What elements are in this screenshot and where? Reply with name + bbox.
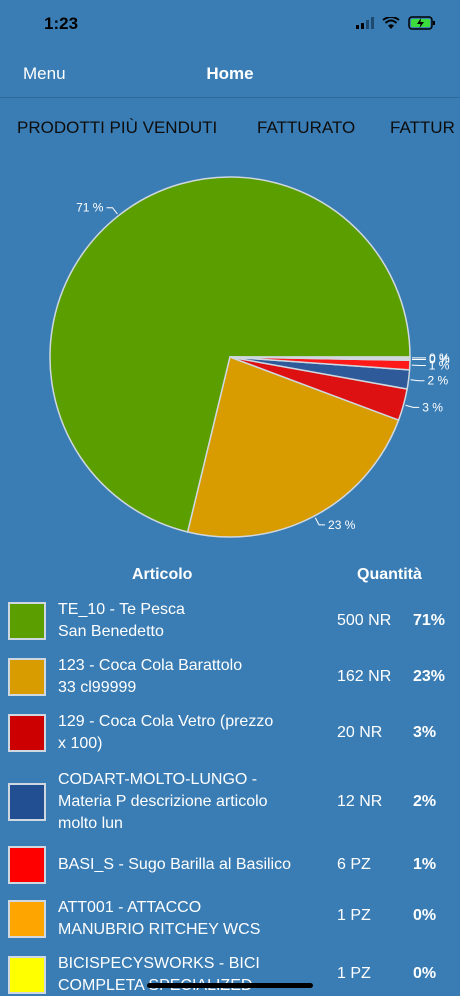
pie-label-leader [405,404,420,408]
product-percent: 23% [413,668,446,685]
wifi-icon [382,16,400,29]
tab-prodotti-piu-venduti[interactable]: PRODOTTI PIÙ VENDUTI [17,118,218,137]
product-quantity: 1 PZ [337,965,371,982]
color-swatch [8,658,46,696]
pie-label: 0 % [429,353,450,367]
status-time: 1:23 [44,14,79,33]
tab-fatturato-2[interactable]: FATTUR [390,118,455,137]
product-name: ATT001 - ATTACCO MANUBRIO RITCHEY WCS [58,899,261,938]
status-bar: 1:23 [0,0,460,50]
product-quantity: 162 NR [337,668,392,685]
pie-label: 3 % [422,400,443,414]
color-swatch [8,900,46,938]
product-percent: 0% [413,965,437,982]
list-item[interactable]: 129 - Coca Cola Vetro (prezzo x 100) 20 … [0,708,460,758]
home-indicator[interactable] [147,983,313,988]
pie-chart: 71 %23 %3 %2 %1 %0 %0 % [49,176,450,538]
product-name: 129 - Coca Cola Vetro (prezzo x 100) [58,713,274,752]
color-swatch [8,783,46,821]
product-quantity: 500 NR [337,612,392,629]
product-quantity: 12 NR [337,793,383,810]
status-icons [356,16,436,30]
table-header: Articolo Quantità [0,566,460,590]
page-title: Home [206,64,254,83]
pie-label: 23 % [328,518,356,532]
product-name: CODART-MOLTO-LUNGO - Materia P descrizio… [58,771,268,832]
pie-slice [186,356,400,538]
pie-label-leader [410,379,425,382]
list-item[interactable]: BICISPECYSWORKS - BICI COMPLETA SPECIALI… [0,950,460,996]
product-percent: 3% [413,724,437,741]
product-name: BASI_S - Sugo Barilla al Basilico [58,856,291,873]
tab-strip: PRODOTTI PIÙ VENDUTI FATTURATO FATTUR [0,112,460,144]
battery-charging-icon [408,16,435,30]
product-name: BICISPECYSWORKS - BICI COMPLETA SPECIALI… [58,955,260,994]
pie-label: 2 % [428,374,449,388]
list-item[interactable]: 123 - Coca Cola Barattolo 33 cl99999 162… [0,652,460,702]
signal-icon [356,17,374,29]
tab-fatturato[interactable]: FATTURATO [257,118,356,137]
list-item[interactable]: CODART-MOLTO-LUNGO - Materia P descrizio… [0,766,460,838]
product-percent: 2% [413,793,437,810]
pie-label: 71 % [76,201,104,215]
product-quantity: 1 PZ [337,907,371,924]
pie-slice [229,356,411,360]
product-percent: 1% [413,856,437,873]
list-item[interactable]: ATT001 - ATTACCO MANUBRIO RITCHEY WCS 1 … [0,894,460,944]
product-quantity: 20 NR [337,724,383,741]
column-header-quantita: Quantità [357,566,422,583]
product-percent: 71% [413,612,446,629]
product-name: 123 - Coca Cola Barattolo 33 cl99999 [58,657,243,696]
column-header-articolo: Articolo [132,566,193,583]
product-quantity: 6 PZ [337,856,371,873]
pie-label: 0 % [429,351,450,365]
nav-bar: Home Menu [0,50,460,98]
menu-button[interactable]: Menu [23,64,66,83]
pie-label-leader [106,207,118,215]
pie-label-leader [314,517,326,526]
product-name: TE_10 - Te Pesca San Benedetto [58,601,185,640]
color-swatch [8,956,46,994]
list-item[interactable]: BASI_S - Sugo Barilla al Basilico 6 PZ 1… [0,846,460,886]
color-swatch [8,846,46,884]
color-swatch [8,602,46,640]
list-item[interactable]: TE_10 - Te Pesca San Benedetto 500 NR 71… [0,596,460,646]
pie-slice [49,176,411,533]
product-percent: 0% [413,907,437,924]
pie-label: 1 % [429,359,450,373]
color-swatch [8,714,46,752]
